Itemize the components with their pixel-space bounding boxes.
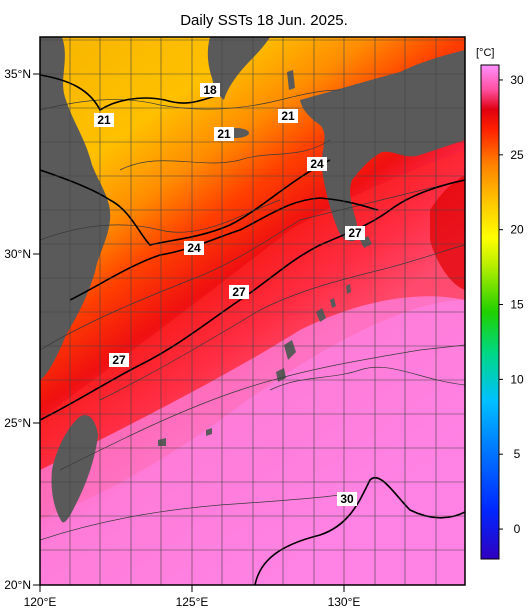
map-title: Daily SSTs 18 Jun. 2025.	[180, 12, 348, 29]
taiwan-landmass	[51, 415, 98, 523]
colorbar-tick-label: 15	[510, 298, 524, 312]
y-tick-label: 25°N	[4, 416, 31, 430]
svg-text:30: 30	[340, 492, 354, 506]
contour-label: 21	[94, 113, 114, 127]
red-core-east	[430, 175, 465, 290]
contour-label: 27	[109, 353, 129, 367]
svg-text:27: 27	[232, 285, 246, 299]
x-tick-label: 130°E	[328, 595, 361, 609]
contour-label: 27	[229, 285, 249, 299]
svg-text:21: 21	[281, 109, 295, 123]
y-tick-label: 35°N	[4, 67, 31, 81]
contour-label: 27	[345, 226, 365, 240]
contour-label: 21	[214, 127, 234, 141]
contour-label: 24	[307, 157, 327, 171]
colorbar-tick-label: 25	[510, 148, 524, 162]
map-frame	[39, 36, 466, 586]
svg-text:18: 18	[203, 83, 217, 97]
contour-label: 24	[184, 241, 204, 255]
colorbar-tick-label: 20	[510, 223, 524, 237]
korea-landmass	[207, 37, 270, 100]
y-tick-label: 20°N	[4, 578, 31, 592]
svg-text:24: 24	[187, 241, 201, 255]
svg-text:24: 24	[310, 157, 324, 171]
y-tick-label: 30°N	[4, 247, 31, 261]
contour-label: 18	[200, 83, 220, 97]
x-tick-label: 125°E	[176, 595, 209, 609]
colorbar-ticks: 0 5 10 15 20 25 30	[499, 73, 524, 536]
axis-ticks	[33, 73, 345, 592]
thick-contours	[40, 74, 465, 585]
colorbar-tick-label: 30	[510, 73, 524, 87]
x-tick-label: 120°E	[24, 595, 57, 609]
warm-pink-region	[40, 296, 465, 585]
contour-label: 30	[337, 492, 357, 506]
thin-contours	[40, 89, 465, 541]
contour-label: 21	[278, 109, 298, 123]
colorbar	[480, 64, 500, 560]
colorbar-tick-label: 0	[514, 522, 521, 536]
ryukyu-islands	[158, 236, 372, 446]
svg-text:27: 27	[348, 226, 362, 240]
tsushima-island	[287, 70, 295, 90]
svg-text:21: 21	[97, 113, 111, 127]
china-landmass	[40, 37, 111, 380]
lat-lon-grid	[40, 37, 465, 585]
svg-text:27: 27	[112, 353, 126, 367]
japan-landmass	[300, 50, 465, 242]
colorbar-tick-label: 5	[514, 447, 521, 461]
colorbar-unit: [°C]	[476, 47, 495, 59]
colorbar-tick-label: 10	[510, 372, 524, 386]
svg-text:21: 21	[217, 127, 231, 141]
